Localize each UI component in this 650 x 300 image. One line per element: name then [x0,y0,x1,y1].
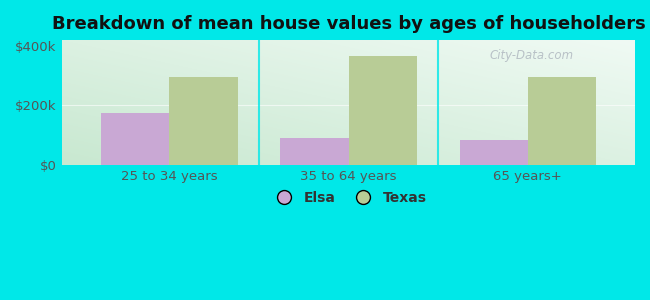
Bar [101,113,170,165]
Bar [281,138,348,165]
Title: Breakdown of mean house values by ages of householders: Breakdown of mean house values by ages o… [51,15,645,33]
Bar [460,140,528,165]
Legend: Elsa, Texas: Elsa, Texas [265,185,432,210]
Text: City-Data.com: City-Data.com [490,49,574,62]
Bar [348,56,417,165]
Bar [528,77,595,165]
Bar [170,77,237,165]
